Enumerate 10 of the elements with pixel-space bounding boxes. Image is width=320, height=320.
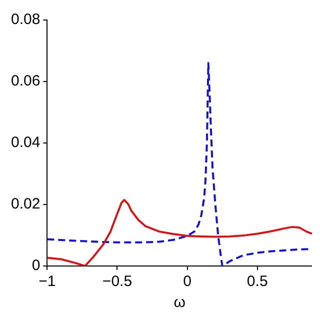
x-tick-label: 0.5 — [246, 273, 268, 290]
x-tick-label: 0 — [183, 273, 192, 290]
y-tick-label: 0.08 — [10, 11, 40, 28]
x-tick-label: −1 — [38, 273, 56, 290]
y-tick-label: 0.02 — [10, 196, 40, 213]
x-axis-title: ω — [174, 294, 186, 312]
x-tick-label: −0.5 — [102, 273, 132, 290]
y-tick-label: 0.04 — [10, 134, 40, 152]
y-tick-label: 0.06 — [10, 72, 40, 90]
y-tick-label: 0 — [32, 257, 40, 274]
